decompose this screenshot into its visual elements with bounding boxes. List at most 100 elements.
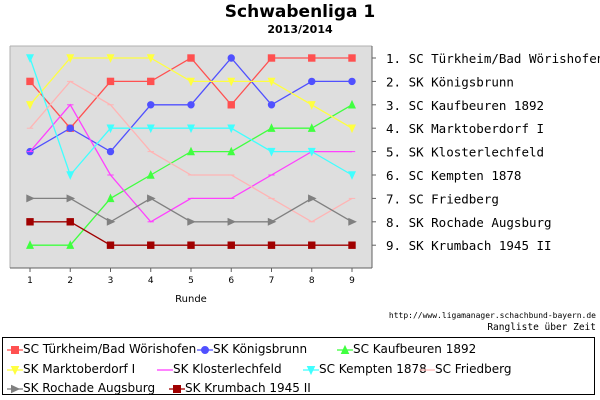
series-0 bbox=[26, 54, 356, 132]
legend-swatch bbox=[303, 365, 319, 375]
data-point bbox=[187, 101, 195, 109]
data-point bbox=[267, 77, 276, 87]
legend-swatch bbox=[157, 368, 173, 371]
x-tick-label: 4 bbox=[148, 276, 154, 286]
data-point bbox=[26, 218, 34, 226]
data-point bbox=[308, 194, 317, 203]
x-tick-label: 2 bbox=[67, 276, 73, 286]
data-point bbox=[227, 146, 236, 156]
data-point bbox=[106, 241, 115, 249]
rank-label: 5. SK Klosterlechfeld bbox=[386, 145, 544, 160]
data-point bbox=[26, 101, 34, 110]
data-point bbox=[106, 54, 115, 63]
rank-label: 6. SC Kempten 1878 bbox=[386, 168, 521, 183]
legend-label: SC Türkheim/Bad Wörishofen bbox=[23, 342, 197, 356]
x-tick-label: 5 bbox=[188, 276, 194, 286]
data-point bbox=[187, 54, 195, 62]
data-point bbox=[227, 217, 237, 226]
legend-item: SK Königsbrunn bbox=[197, 342, 307, 356]
rank-label: 8. SK Rochade Augsburg bbox=[386, 215, 552, 230]
data-point bbox=[26, 54, 34, 63]
legend-label: SK Marktoberdorf I bbox=[23, 362, 136, 376]
source-url[interactable]: http://www.ligamanager.schachbund-bayern… bbox=[388, 311, 596, 320]
legend-item: SK Rochade Augsburg bbox=[7, 381, 155, 395]
data-point bbox=[348, 171, 356, 180]
data-point bbox=[187, 77, 195, 87]
x-tick-label: 8 bbox=[309, 276, 315, 286]
data-point bbox=[201, 345, 209, 354]
data-point bbox=[147, 241, 155, 249]
data-point bbox=[11, 345, 19, 354]
data-point bbox=[66, 171, 75, 180]
rank-label: 9. SK Krumbach 1945 II bbox=[386, 238, 552, 253]
data-point bbox=[308, 241, 316, 249]
data-point bbox=[66, 54, 75, 63]
data-point bbox=[147, 194, 156, 203]
legend-label: SK Klosterlechfeld bbox=[173, 362, 282, 376]
data-point bbox=[227, 124, 236, 134]
x-tick-label: 7 bbox=[269, 276, 275, 286]
data-point bbox=[66, 218, 74, 226]
rank-label: 7. SC Friedberg bbox=[386, 191, 499, 206]
x-tick-label: 1 bbox=[27, 276, 33, 286]
data-point bbox=[66, 194, 76, 203]
legend-label: SK Rochade Augsburg bbox=[23, 381, 156, 395]
data-point bbox=[227, 101, 235, 109]
data-point bbox=[106, 77, 115, 86]
legend-swatch bbox=[7, 384, 23, 393]
rank-label: 1. SC Türkheim/Bad Wörishofen bbox=[386, 51, 600, 66]
data-point bbox=[187, 217, 196, 226]
x-axis-label: Runde bbox=[175, 294, 207, 305]
legend-label: SK Königsbrunn bbox=[213, 342, 308, 356]
legend-item: SC Türkheim/Bad Wörishofen bbox=[7, 342, 196, 356]
data-point bbox=[187, 241, 195, 249]
series-1 bbox=[26, 54, 356, 156]
x-tick-label: 3 bbox=[108, 276, 114, 286]
legend-label: SC Kempten 1878 bbox=[319, 362, 427, 376]
legend-label: SC Kaufbeuren 1892 bbox=[353, 342, 477, 356]
data-point bbox=[308, 54, 316, 62]
x-tick-label: 6 bbox=[228, 276, 234, 286]
data-point bbox=[227, 77, 236, 87]
legend-swatch bbox=[197, 345, 213, 354]
data-point bbox=[348, 217, 357, 226]
data-point bbox=[26, 77, 34, 86]
data-point bbox=[348, 77, 356, 86]
data-point bbox=[147, 101, 155, 109]
data-point bbox=[227, 241, 235, 249]
data-point bbox=[348, 54, 356, 62]
data-point bbox=[267, 54, 276, 62]
series-8 bbox=[26, 218, 356, 249]
legend-swatch bbox=[7, 365, 23, 375]
legend-item: SC Kempten 1878 bbox=[303, 362, 427, 376]
legend-item: SC Kaufbeuren 1892 bbox=[337, 342, 476, 356]
data-point bbox=[106, 193, 115, 203]
data-point bbox=[147, 77, 155, 86]
rank-label: 2. SK Königsbrunn bbox=[386, 74, 514, 89]
data-point bbox=[187, 146, 195, 156]
data-point bbox=[227, 54, 235, 62]
series-7 bbox=[26, 194, 357, 226]
data-point bbox=[10, 365, 20, 375]
legend-swatch bbox=[337, 344, 353, 354]
data-point bbox=[267, 217, 277, 226]
legend: SC Türkheim/Bad Wörishofen SK Königsbrunn… bbox=[2, 337, 595, 395]
legend-item: SC Friedberg bbox=[419, 362, 511, 376]
data-point bbox=[307, 123, 316, 132]
footer-note: Rangliste über Zeit bbox=[487, 322, 596, 333]
rank-label: 4. SK Marktoberdorf I bbox=[386, 121, 544, 136]
data-point bbox=[340, 344, 350, 354]
data-point bbox=[106, 147, 115, 156]
data-point bbox=[306, 365, 316, 375]
legend-item: SK Marktoberdorf I bbox=[7, 362, 135, 376]
legend-item: SK Klosterlechfeld bbox=[157, 362, 282, 376]
chart-subtitle: 2013/2014 bbox=[267, 23, 333, 36]
data-point bbox=[26, 240, 34, 249]
data-point bbox=[308, 77, 316, 86]
legend-label: SK Krumbach 1945 II bbox=[185, 381, 311, 395]
data-point bbox=[26, 194, 35, 203]
data-point bbox=[307, 147, 316, 157]
data-point bbox=[106, 124, 115, 134]
data-point bbox=[307, 101, 316, 110]
chart-title: Schwabenliga 1 bbox=[224, 2, 376, 22]
